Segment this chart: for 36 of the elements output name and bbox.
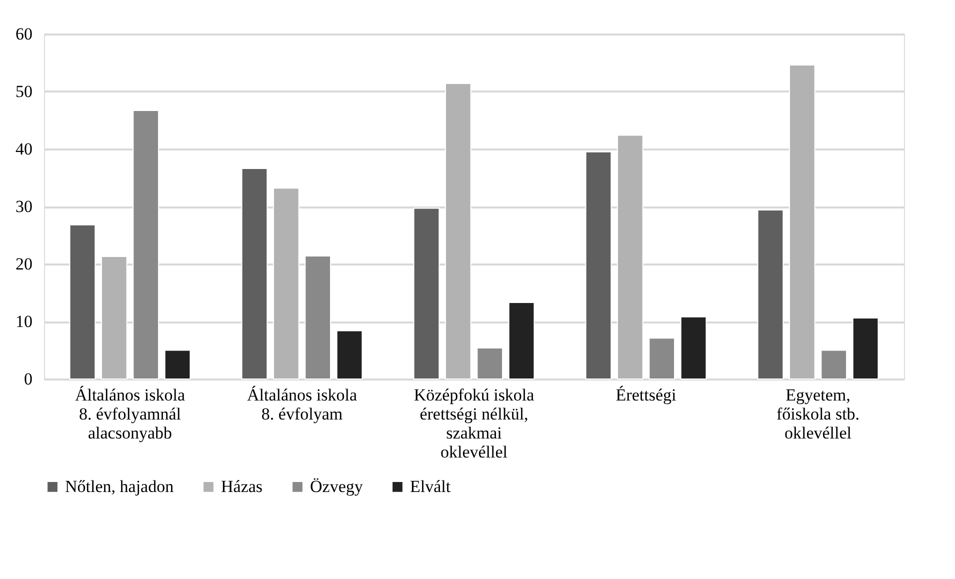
bar: [508, 302, 535, 380]
bar: [788, 64, 816, 380]
y-tick-label: 40: [16, 140, 32, 158]
x-tick-label: Általános iskola 8. évfolyam: [246, 386, 358, 424]
bar: [680, 316, 707, 380]
bar: [616, 134, 644, 380]
bar: [336, 330, 363, 380]
bar: [304, 255, 332, 380]
bar: [585, 151, 612, 380]
bar: [648, 338, 676, 380]
x-tick-label: Középfokú iskola érettségi nélkül, szakmai oklevéllel: [414, 386, 535, 462]
bar: [69, 224, 96, 380]
legend-label: Özvegy: [310, 476, 364, 496]
bar: [164, 350, 191, 380]
bar: [444, 82, 472, 380]
y-tick-label: 20: [16, 254, 32, 274]
y-tick-label: 10: [16, 312, 32, 331]
bar: [820, 350, 848, 380]
bar: [413, 208, 440, 380]
legend-label: Házas: [221, 476, 263, 496]
x-tick-label: Egyetem, főiskola stb. oklevéllel: [776, 386, 860, 442]
bar: [241, 168, 268, 380]
bar: [272, 188, 300, 380]
x-tick-label: Érettségi: [616, 386, 676, 404]
x-tick-label: Általános iskola 8. évfolyamnál alacsonyabb: [74, 386, 186, 442]
bar: [100, 256, 128, 380]
y-tick-label: 50: [16, 82, 32, 101]
bar: [132, 110, 160, 380]
legend-label: Nőtlen, hajadon: [65, 476, 174, 496]
y-tick-label: 60: [16, 24, 32, 44]
bar: [757, 209, 784, 380]
legend-label: Elvált: [410, 476, 451, 496]
y-tick-label: 30: [16, 197, 32, 216]
bar: [852, 318, 879, 380]
bar: [476, 347, 504, 380]
y-tick-label: 0: [24, 370, 32, 388]
